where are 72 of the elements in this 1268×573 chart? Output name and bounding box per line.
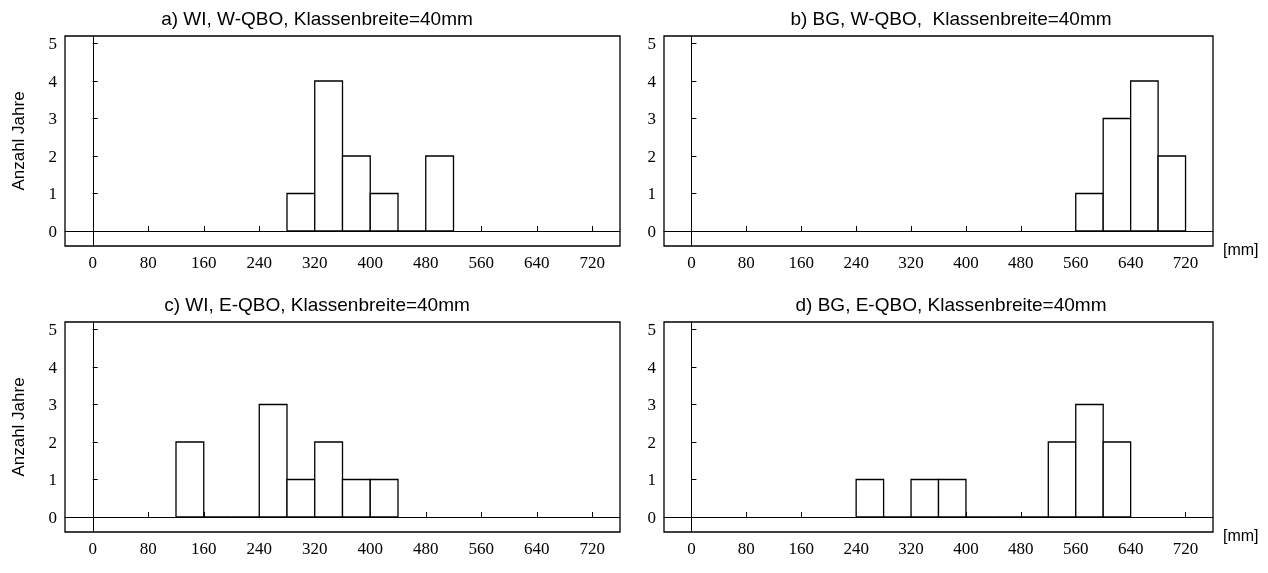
- x-tick-label: 240: [843, 539, 869, 558]
- y-axis-title: Anzahl Jahre: [9, 377, 28, 477]
- x-tick-label: 0: [88, 253, 97, 272]
- x-tick-label: 640: [524, 539, 550, 558]
- x-tick-label: 640: [524, 253, 550, 272]
- x-axis-title: [mm]: [1223, 240, 1259, 258]
- x-tick-label: 320: [898, 539, 924, 558]
- x-tick-label: 560: [468, 253, 494, 272]
- y-tick-label: 3: [647, 395, 656, 414]
- x-tick-label: 720: [579, 539, 605, 558]
- y-tick-label: 2: [48, 432, 57, 452]
- x-tick-label: 80: [139, 539, 157, 558]
- x-tick-label: 720: [1172, 539, 1199, 558]
- chart-title: b) BG, W-QBO, Klassenbreite=40mm: [790, 8, 1112, 29]
- x-tick-label: 320: [302, 539, 328, 558]
- x-tick-label: 80: [737, 253, 755, 272]
- y-tick-label: 4: [647, 357, 657, 377]
- x-tick-label: 400: [357, 253, 383, 272]
- x-tick-label: 560: [468, 539, 494, 558]
- y-tick-label: 1: [647, 470, 656, 489]
- y-tick-label: 1: [48, 184, 57, 203]
- x-axis-title: [mm]: [1223, 526, 1259, 544]
- x-tick-label: 640: [1117, 539, 1144, 558]
- y-axis-title: Anzahl Jahre: [9, 91, 28, 191]
- x-tick-label: 480: [413, 539, 439, 558]
- x-tick-label: 400: [357, 539, 383, 558]
- chart-title: d) BG, E-QBO, Klassenbreite=40mm: [795, 294, 1107, 315]
- x-tick-label: 0: [88, 539, 97, 558]
- x-tick-label: 160: [191, 253, 217, 272]
- y-tick-label: 5: [647, 320, 656, 339]
- x-tick-label: 720: [579, 253, 605, 272]
- x-tick-label: 480: [1008, 539, 1034, 558]
- x-tick-label: 560: [1063, 253, 1089, 272]
- x-tick-label: 320: [302, 253, 328, 272]
- y-tick-label: 4: [48, 71, 58, 91]
- y-tick-label: 4: [48, 357, 58, 377]
- x-tick-label: 400: [953, 539, 979, 558]
- x-tick-label: 0: [687, 539, 696, 558]
- x-tick-label: 240: [246, 253, 272, 272]
- x-tick-label: 0: [687, 253, 696, 272]
- x-tick-label: 640: [1117, 253, 1144, 272]
- x-tick-label: 480: [413, 253, 439, 272]
- x-tick-label: 80: [737, 539, 755, 558]
- y-tick-label: 1: [48, 470, 57, 489]
- chart-title: c) WI, E-QBO, Klassenbreite=40mm: [164, 294, 470, 315]
- x-tick-label: 160: [788, 539, 814, 558]
- x-tick-label: 720: [1172, 253, 1199, 272]
- y-tick-label: 3: [48, 395, 57, 414]
- x-tick-label: 240: [246, 539, 272, 558]
- y-tick-label: 2: [647, 432, 656, 452]
- x-tick-label: 480: [1008, 253, 1034, 272]
- x-tick-label: 240: [843, 253, 869, 272]
- y-tick-label: 0: [48, 507, 57, 527]
- y-tick-label: 2: [647, 146, 656, 166]
- y-tick-label: 2: [48, 146, 57, 166]
- x-tick-label: 160: [788, 253, 814, 272]
- y-tick-label: 1: [647, 184, 656, 203]
- y-tick-label: 0: [48, 221, 57, 241]
- y-tick-label: 0: [647, 507, 656, 527]
- chart-title: a) WI, W-QBO, Klassenbreite=40mm: [161, 8, 473, 29]
- y-tick-label: 5: [48, 34, 57, 53]
- y-tick-label: 3: [48, 109, 57, 128]
- y-tick-label: 3: [647, 109, 656, 128]
- x-tick-label: 320: [898, 253, 924, 272]
- x-tick-label: 160: [191, 539, 217, 558]
- y-tick-label: 5: [647, 34, 656, 53]
- x-tick-label: 560: [1063, 539, 1089, 558]
- y-tick-label: 4: [647, 71, 657, 91]
- x-tick-label: 80: [139, 253, 157, 272]
- x-tick-label: 400: [953, 253, 979, 272]
- y-tick-label: 0: [647, 221, 656, 241]
- y-tick-label: 5: [48, 320, 57, 339]
